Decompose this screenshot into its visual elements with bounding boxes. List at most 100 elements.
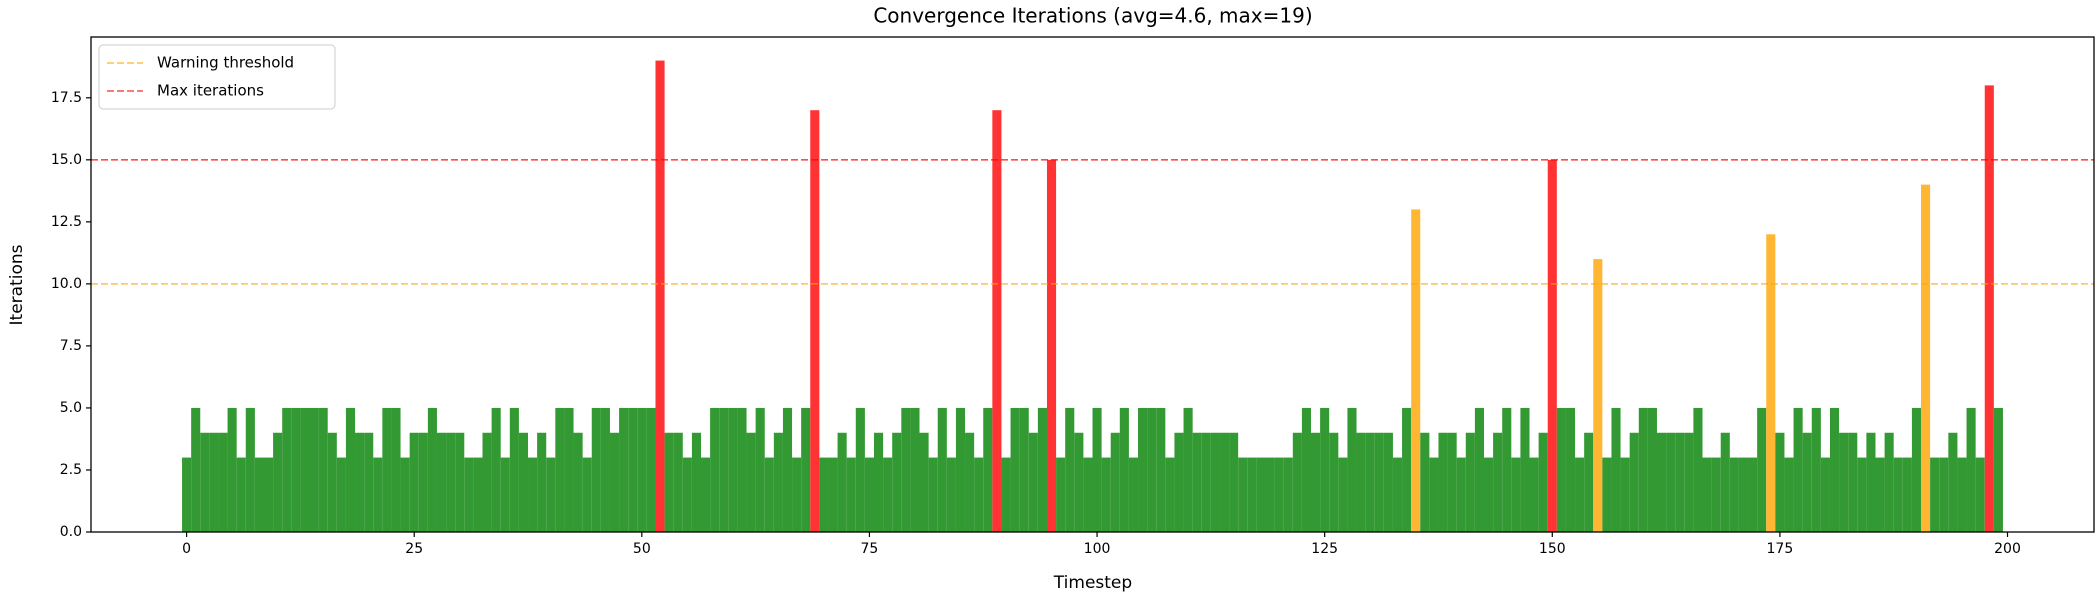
- bar: [373, 457, 383, 532]
- bar: [1638, 407, 1648, 532]
- bar: [1647, 407, 1657, 532]
- bar: [910, 407, 920, 532]
- bar: [1329, 432, 1339, 532]
- bar: [1930, 457, 1940, 532]
- y-tick-label: 7.5: [60, 338, 82, 354]
- bar: [1074, 432, 1084, 532]
- bar: [1383, 432, 1393, 532]
- bar: [710, 407, 720, 532]
- legend-label: Warning threshold: [157, 54, 294, 72]
- bar: [664, 432, 674, 532]
- bar: [801, 407, 811, 532]
- bar: [564, 407, 574, 532]
- bar: [1620, 457, 1630, 532]
- bar: [1092, 407, 1102, 532]
- bar: [1028, 432, 1038, 532]
- bar: [619, 407, 629, 532]
- bar: [182, 457, 192, 532]
- bar: [1420, 432, 1430, 532]
- bar: [1429, 457, 1439, 532]
- bar: [1119, 407, 1129, 532]
- bar: [1602, 457, 1612, 532]
- bar: [336, 457, 346, 532]
- bar: [773, 432, 783, 532]
- bar: [992, 110, 1002, 532]
- bar: [1311, 432, 1321, 532]
- bar: [528, 457, 538, 532]
- bar: [1775, 432, 1785, 532]
- bar: [1711, 457, 1721, 532]
- bar: [737, 407, 747, 532]
- chart-title: Convergence Iterations (avg=4.6, max=19): [873, 4, 1312, 28]
- bar: [400, 457, 410, 532]
- bar: [609, 432, 620, 532]
- bar: [1001, 457, 1011, 532]
- bar: [1411, 209, 1421, 532]
- bar: [764, 457, 774, 532]
- bar: [1693, 407, 1703, 532]
- bar: [509, 407, 519, 532]
- x-axis-label: Timestep: [1053, 573, 1132, 593]
- bar: [855, 407, 865, 532]
- bar: [719, 407, 729, 532]
- bar: [691, 432, 702, 532]
- bar: [436, 432, 447, 532]
- bar: [1684, 432, 1694, 532]
- bar: [1046, 159, 1057, 532]
- bar: [1757, 407, 1767, 532]
- bar: [637, 407, 647, 532]
- bar: [628, 407, 638, 532]
- bar: [983, 407, 993, 532]
- legend: Warning threshold Max iterations: [98, 44, 336, 110]
- bar: [318, 407, 328, 532]
- bar: [582, 457, 592, 532]
- bar: [1201, 432, 1211, 532]
- y-tick-label: 2.5: [60, 462, 82, 478]
- bar: [946, 457, 956, 532]
- y-tick-label: 15.0: [51, 152, 82, 168]
- bar: [1729, 457, 1739, 532]
- bar: [928, 457, 938, 532]
- x-tick-label: 75: [861, 541, 879, 557]
- bar: [1529, 457, 1539, 532]
- y-tick-label: 5.0: [60, 400, 82, 416]
- bar: [464, 457, 474, 532]
- bar: [673, 432, 683, 532]
- bar: [591, 407, 601, 532]
- bar: [482, 432, 492, 532]
- bar: [1165, 457, 1175, 532]
- bar: [1447, 432, 1457, 532]
- bar: [1292, 432, 1302, 532]
- bar: [1147, 407, 1157, 532]
- bar: [937, 407, 947, 532]
- bar: [500, 457, 510, 532]
- bar: [1629, 432, 1639, 532]
- bar: [1502, 407, 1512, 532]
- bar: [309, 407, 319, 532]
- bar: [446, 432, 456, 532]
- bar: [1939, 457, 1949, 532]
- bar: [1192, 432, 1202, 532]
- bar: [782, 407, 793, 532]
- bar: [883, 457, 893, 532]
- bar: [1010, 407, 1020, 532]
- bar: [409, 432, 419, 532]
- bar: [1392, 457, 1403, 532]
- bar: [227, 407, 237, 532]
- bar: [1183, 407, 1193, 532]
- bar: [974, 457, 984, 532]
- bar: [1511, 457, 1521, 532]
- bar: [1748, 457, 1758, 532]
- bar: [1820, 457, 1830, 532]
- bar: [1210, 432, 1220, 532]
- bar: [1766, 234, 1776, 532]
- bar: [1884, 432, 1894, 532]
- bar: [846, 457, 856, 532]
- bar: [391, 407, 401, 532]
- bar: [1083, 457, 1093, 532]
- bar: [1256, 457, 1266, 532]
- bar: [546, 457, 556, 532]
- bar: [1301, 407, 1312, 532]
- bar: [755, 407, 765, 532]
